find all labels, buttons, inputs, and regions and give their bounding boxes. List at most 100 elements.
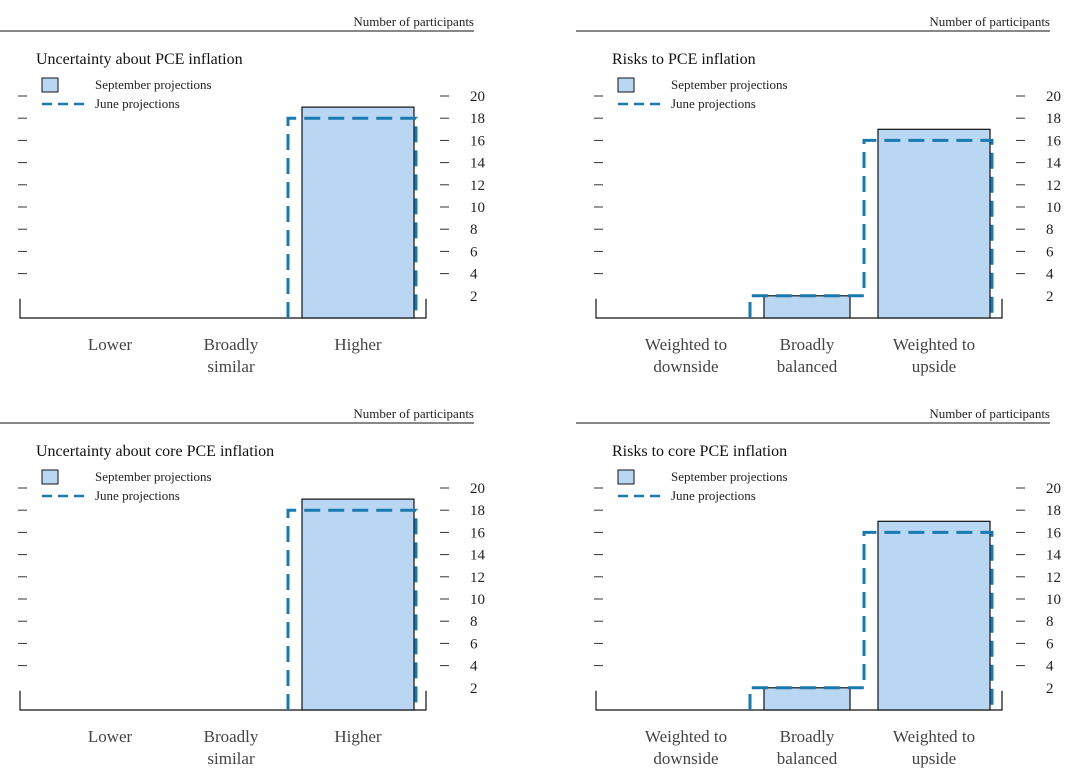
chart-panel-pce-risks: Number of participants Risks to PCE infla… [576,0,1068,384]
y-tick-label: 16 [470,133,486,149]
y-tick-label: 12 [470,570,485,586]
y-tick-label: 8 [470,614,478,630]
y-tick-label: 20 [470,481,485,497]
x-category-label: balanced [777,357,838,376]
x-category-label: downside [653,357,718,376]
y-tick-label: 2 [1046,289,1054,305]
legend-label-june: June projections [671,488,756,503]
june-outline [748,530,994,710]
units-label: Number of participants [929,14,1050,29]
x-category-label: Weighted to [893,335,975,354]
legend-swatch-september [41,469,59,485]
y-tick-label: 10 [1046,200,1061,216]
bar-september-1 [763,687,851,711]
y-tick-label: 12 [1046,570,1061,586]
y-tick-label: 18 [470,111,485,127]
x-category-label: similar [207,357,255,376]
x-category-label: downside [653,749,718,768]
y-tick-label: 12 [470,178,485,194]
legend-label-september: September projections [671,77,788,92]
chart-svg: Number of participants Uncertainty about … [0,406,486,768]
bar-september-2 [877,128,991,319]
legend-swatch-september [617,469,635,485]
y-tick-label: 14 [470,548,486,564]
legend-swatch-september [41,77,59,93]
chart-svg: Number of participants Risks to PCE infla… [576,14,1062,376]
legend-label-september: September projections [95,77,212,92]
y-tick-label: 20 [1046,481,1061,497]
y-tick-label: 6 [1046,244,1054,260]
bar-september-2 [301,498,415,711]
y-tick-label: 8 [1046,614,1054,630]
y-tick-label: 20 [1046,89,1061,105]
chart-title: Risks to PCE inflation [612,51,756,68]
x-category-label: Broadly [204,335,259,354]
chart-panel-core-pce-risks: Number of participants Risks to core PCE … [576,392,1068,776]
y-tick-label: 20 [470,89,485,105]
x-category-label: Broadly [204,727,259,746]
y-tick-label: 4 [1046,267,1054,283]
y-tick-label: 14 [1046,156,1062,172]
chart-panel-core-pce-uncertainty: Number of participants Uncertainty about … [0,392,534,776]
y-tick-label: 8 [470,222,478,238]
y-tick-label: 4 [470,267,478,283]
legend-label-june: June projections [671,96,756,111]
bar-september-2 [877,520,991,711]
y-tick-label: 2 [470,289,478,305]
y-tick-label: 14 [1046,548,1062,564]
x-category-label: upside [912,357,956,376]
y-tick-label: 4 [470,659,478,675]
legend-label-september: September projections [95,469,212,484]
june-outline [286,116,418,318]
y-tick-label: 10 [470,200,485,216]
y-tick-label: 18 [1046,503,1061,519]
y-tick-label: 6 [470,244,478,260]
chart-svg: Number of participants Uncertainty about … [0,14,486,376]
y-tick-label: 4 [1046,659,1054,675]
legend-swatch-september [617,77,635,93]
y-tick-label: 16 [470,525,486,541]
x-category-label: similar [207,749,255,768]
units-label: Number of participants [353,406,474,421]
chart-title: Uncertainty about core PCE inflation [36,443,274,460]
chart-title: Uncertainty about PCE inflation [36,51,243,68]
units-label: Number of participants [353,14,474,29]
y-tick-label: 10 [1046,592,1061,608]
x-category-label: Lower [88,727,133,746]
y-tick-label: 10 [470,592,485,608]
y-tick-label: 16 [1046,133,1062,149]
x-axis [19,690,427,711]
y-tick-label: 12 [1046,178,1061,194]
bar-september-2 [301,106,415,319]
x-category-label: Weighted to [645,727,727,746]
y-tick-label: 14 [470,156,486,172]
june-outline [748,138,994,318]
y-tick-label: 2 [1046,681,1054,697]
y-tick-label: 16 [1046,525,1062,541]
x-category-label: Weighted to [645,335,727,354]
legend-label-june: June projections [95,488,180,503]
legend-label-september: September projections [671,469,788,484]
legend-label-june: June projections [95,96,180,111]
chart-svg: Number of participants Risks to core PCE … [576,406,1062,768]
y-tick-label: 6 [470,636,478,652]
x-category-label: Lower [88,335,133,354]
x-category-label: Broadly [780,335,835,354]
y-tick-label: 18 [1046,111,1061,127]
x-category-label: balanced [777,749,838,768]
x-category-label: Weighted to [893,727,975,746]
units-label: Number of participants [929,406,1050,421]
x-category-label: Higher [334,727,382,746]
y-tick-label: 8 [1046,222,1054,238]
x-category-label: Higher [334,335,382,354]
x-category-label: Broadly [780,727,835,746]
chart-title: Risks to core PCE inflation [612,443,787,460]
y-tick-label: 2 [470,681,478,697]
bar-september-1 [763,295,851,319]
x-category-label: upside [912,749,956,768]
y-tick-label: 18 [470,503,485,519]
chart-panel-pce-uncertainty: Number of participants Uncertainty about … [0,0,534,384]
y-tick-label: 6 [1046,636,1054,652]
june-outline [286,508,418,710]
x-axis [19,298,427,319]
